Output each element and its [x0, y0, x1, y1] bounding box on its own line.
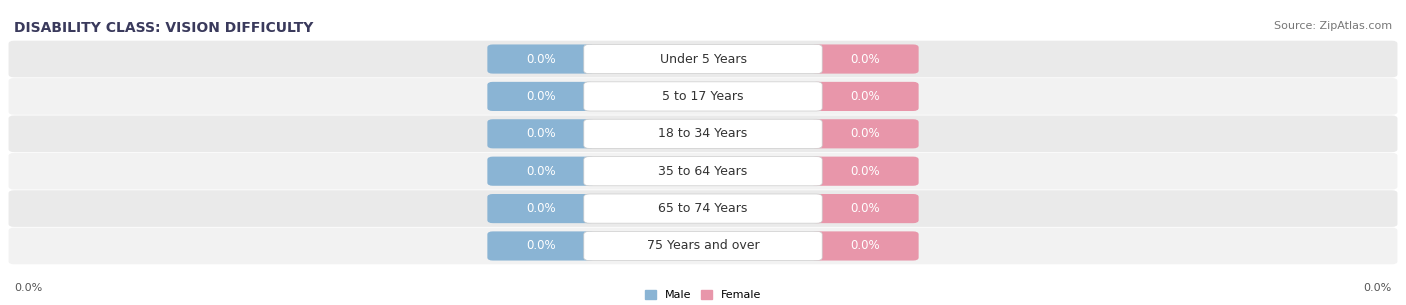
FancyBboxPatch shape — [488, 119, 595, 149]
Text: Under 5 Years: Under 5 Years — [659, 52, 747, 66]
Text: 75 Years and over: 75 Years and over — [647, 239, 759, 253]
Text: 35 to 64 Years: 35 to 64 Years — [658, 165, 748, 178]
FancyBboxPatch shape — [8, 153, 1398, 189]
Text: 18 to 34 Years: 18 to 34 Years — [658, 127, 748, 140]
Text: 0.0%: 0.0% — [526, 202, 555, 215]
FancyBboxPatch shape — [583, 194, 823, 223]
FancyBboxPatch shape — [811, 82, 918, 111]
FancyBboxPatch shape — [583, 45, 823, 74]
FancyBboxPatch shape — [8, 190, 1398, 227]
FancyBboxPatch shape — [811, 194, 918, 223]
Legend: Male, Female: Male, Female — [641, 285, 765, 305]
FancyBboxPatch shape — [488, 194, 595, 223]
FancyBboxPatch shape — [488, 231, 595, 260]
FancyBboxPatch shape — [583, 231, 823, 260]
Text: 0.0%: 0.0% — [851, 239, 880, 253]
FancyBboxPatch shape — [488, 156, 595, 186]
FancyBboxPatch shape — [8, 41, 1398, 77]
FancyBboxPatch shape — [583, 82, 823, 111]
Text: 0.0%: 0.0% — [851, 90, 880, 103]
FancyBboxPatch shape — [811, 119, 918, 149]
FancyBboxPatch shape — [583, 119, 823, 149]
Text: 0.0%: 0.0% — [526, 127, 555, 140]
Text: 0.0%: 0.0% — [1364, 283, 1392, 293]
Text: 0.0%: 0.0% — [14, 283, 42, 293]
Text: 0.0%: 0.0% — [851, 52, 880, 66]
Text: 0.0%: 0.0% — [851, 202, 880, 215]
FancyBboxPatch shape — [8, 228, 1398, 264]
Text: 0.0%: 0.0% — [851, 127, 880, 140]
FancyBboxPatch shape — [8, 116, 1398, 152]
Text: 5 to 17 Years: 5 to 17 Years — [662, 90, 744, 103]
FancyBboxPatch shape — [8, 78, 1398, 115]
FancyBboxPatch shape — [583, 156, 823, 186]
Text: 0.0%: 0.0% — [526, 52, 555, 66]
Text: 0.0%: 0.0% — [526, 165, 555, 178]
FancyBboxPatch shape — [811, 231, 918, 260]
Text: 0.0%: 0.0% — [526, 90, 555, 103]
Text: DISABILITY CLASS: VISION DIFFICULTY: DISABILITY CLASS: VISION DIFFICULTY — [14, 21, 314, 35]
Text: Source: ZipAtlas.com: Source: ZipAtlas.com — [1274, 21, 1392, 31]
FancyBboxPatch shape — [488, 82, 595, 111]
FancyBboxPatch shape — [811, 45, 918, 74]
Text: 65 to 74 Years: 65 to 74 Years — [658, 202, 748, 215]
FancyBboxPatch shape — [811, 156, 918, 186]
Text: 0.0%: 0.0% — [851, 165, 880, 178]
FancyBboxPatch shape — [488, 45, 595, 74]
Text: 0.0%: 0.0% — [526, 239, 555, 253]
